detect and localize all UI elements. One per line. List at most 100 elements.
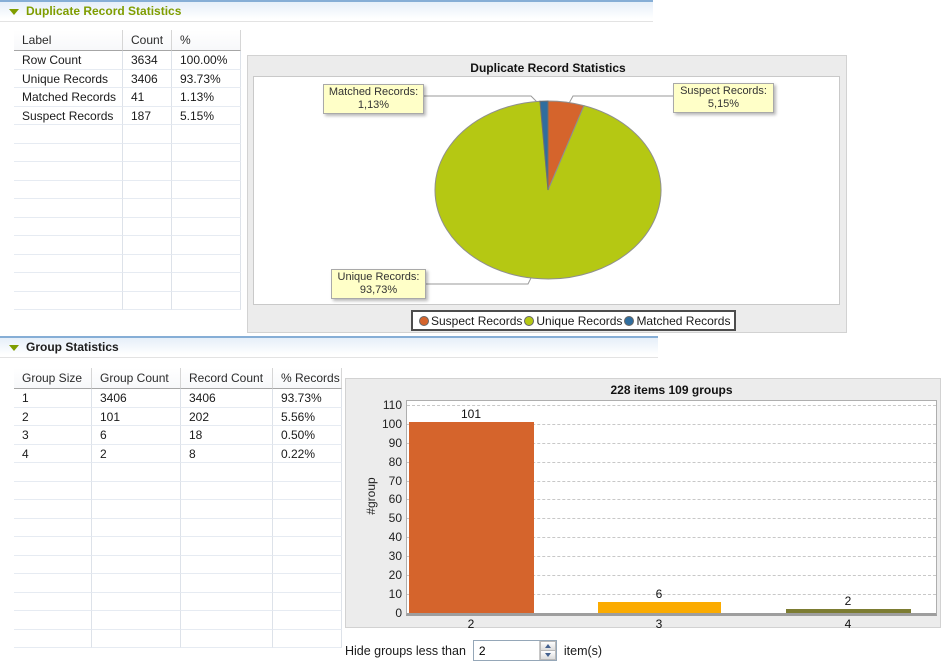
- callout-connector-matched: [424, 95, 539, 104]
- empty-table-row: [14, 291, 241, 310]
- legend-item-matched: Matched Records: [622, 314, 730, 328]
- empty-table-row: [14, 254, 241, 273]
- y-tick-70: 70: [388, 474, 402, 488]
- gridline: [407, 518, 936, 519]
- cell-label: Row Count: [14, 51, 123, 70]
- cell-count: 3634: [123, 51, 172, 70]
- empty-table-row: [14, 611, 342, 630]
- y-tick-40: 40: [388, 530, 402, 544]
- suspect-legend-dot-icon: [419, 315, 429, 326]
- pie-chart-panel: Duplicate Record Statistics Matched Reco…: [247, 55, 847, 333]
- empty-table-row: [14, 125, 241, 144]
- collapse-arrow-icon[interactable]: [9, 344, 19, 351]
- gridline: [407, 481, 936, 482]
- table-row[interactable]: 1 3406 3406 93.73%: [14, 389, 342, 408]
- callout-line2: 5,15%: [707, 98, 740, 110]
- column-header-count[interactable]: Count: [123, 30, 172, 51]
- column-header-percent[interactable]: %: [172, 30, 241, 51]
- empty-table-row: [14, 199, 241, 218]
- cell-group-count: 101: [92, 407, 181, 426]
- spin-down-button[interactable]: [539, 651, 556, 660]
- y-tick-20: 20: [388, 568, 402, 582]
- callout-line1: Suspect Records:: [680, 85, 767, 97]
- table-row[interactable]: 4 2 8 0.22%: [14, 444, 342, 463]
- legend-label: Suspect Records: [431, 313, 523, 328]
- y-tick-30: 30: [388, 549, 402, 563]
- y-tick-50: 50: [388, 511, 402, 525]
- empty-table-row: [14, 273, 241, 292]
- gridline: [407, 443, 936, 444]
- gridline: [407, 537, 936, 538]
- column-header-percent-records[interactable]: % Records: [273, 368, 342, 389]
- y-axis-label: #group: [364, 477, 378, 515]
- spin-down-icon: [544, 653, 551, 657]
- table-row[interactable]: 2 101 202 5.56%: [14, 407, 342, 426]
- section-header-group-stats[interactable]: Group Statistics: [0, 336, 658, 358]
- cell-percent: 5.15%: [172, 106, 241, 125]
- column-header-label[interactable]: Label: [14, 30, 123, 51]
- empty-table-row: [14, 481, 342, 500]
- table-row[interactable]: Unique Records 3406 93.73%: [14, 69, 241, 88]
- empty-table-row: [14, 180, 241, 199]
- table-row[interactable]: Row Count 3634 100.00%: [14, 51, 241, 70]
- y-tick-90: 90: [388, 436, 402, 450]
- cell-percent: 93.73%: [172, 69, 241, 88]
- empty-table-row: [14, 236, 241, 255]
- cell-group-count: 2: [92, 444, 181, 463]
- pie-chart-title: Duplicate Record Statistics: [470, 61, 626, 75]
- cell-percent-records: 0.22%: [273, 444, 342, 463]
- y-tick-60: 60: [388, 492, 402, 506]
- table-header-row: Label Count %: [14, 30, 241, 51]
- y-tick-10: 10: [388, 587, 402, 601]
- spin-up-button[interactable]: [539, 641, 556, 651]
- cell-record-count: 3406: [181, 389, 273, 408]
- gridline: [407, 594, 936, 595]
- legend-item-suspect: Suspect Records: [417, 314, 522, 328]
- callout-matched-records: Matched Records: 1,13%: [323, 84, 424, 114]
- bar-plot-area: 101 6 2: [406, 400, 937, 616]
- column-header-group-size[interactable]: Group Size: [14, 368, 92, 389]
- callout-unique-records: Unique Records: 93,73%: [331, 269, 426, 299]
- cell-percent: 100.00%: [172, 51, 241, 70]
- duplicate-stats-table: Label Count % Row Count 3634 100.00% Uni…: [14, 30, 241, 310]
- column-header-record-count[interactable]: Record Count: [181, 368, 273, 389]
- unique-legend-dot-icon: [524, 315, 535, 326]
- bar-group-size-2[interactable]: [409, 422, 534, 613]
- column-header-group-count[interactable]: Group Count: [92, 368, 181, 389]
- section-title: Duplicate Record Statistics: [26, 4, 182, 18]
- cell-record-count: 18: [181, 426, 273, 445]
- empty-table-row: [14, 537, 342, 556]
- empty-table-row: [14, 143, 241, 162]
- cell-percent: 1.13%: [172, 88, 241, 107]
- spin-up-icon: [544, 644, 551, 648]
- callout-line1: Unique Records:: [337, 271, 420, 283]
- bar-group-size-4[interactable]: [786, 609, 911, 613]
- empty-table-row: [14, 162, 241, 181]
- table-row[interactable]: 3 6 18 0.50%: [14, 426, 342, 445]
- y-tick-110: 110: [382, 398, 402, 412]
- cell-percent-records: 5.56%: [273, 407, 342, 426]
- pie-slice-matched-records[interactable]: [539, 100, 549, 191]
- callout-line2: 1,13%: [357, 99, 390, 111]
- bar-group-size-3[interactable]: [598, 602, 721, 613]
- group-stats-table: Group Size Group Count Record Count % Re…: [14, 368, 342, 648]
- gridline: [407, 575, 936, 576]
- cell-percent-records: 93.73%: [273, 389, 342, 408]
- y-tick-0: 0: [395, 606, 402, 620]
- table-row[interactable]: Suspect Records 187 5.15%: [14, 106, 241, 125]
- bar-chart-panel: 228 items 109 groups 110 100 90 80 70 60…: [345, 378, 941, 631]
- section-header-duplicate-stats[interactable]: Duplicate Record Statistics: [0, 0, 653, 22]
- cell-label: Suspect Records: [14, 106, 123, 125]
- empty-table-row: [14, 592, 342, 611]
- hide-groups-input[interactable]: [473, 641, 539, 660]
- table-row[interactable]: Matched Records 41 1.13%: [14, 88, 241, 107]
- cell-group-size: 3: [14, 426, 92, 445]
- hide-groups-spinbox: [472, 640, 557, 661]
- collapse-arrow-icon[interactable]: [9, 8, 19, 15]
- x-tick-4: 4: [844, 617, 852, 631]
- empty-table-row: [14, 574, 342, 593]
- legend-label: Matched Records: [636, 313, 731, 328]
- cell-group-count: 6: [92, 426, 181, 445]
- cell-count: 3406: [123, 69, 172, 88]
